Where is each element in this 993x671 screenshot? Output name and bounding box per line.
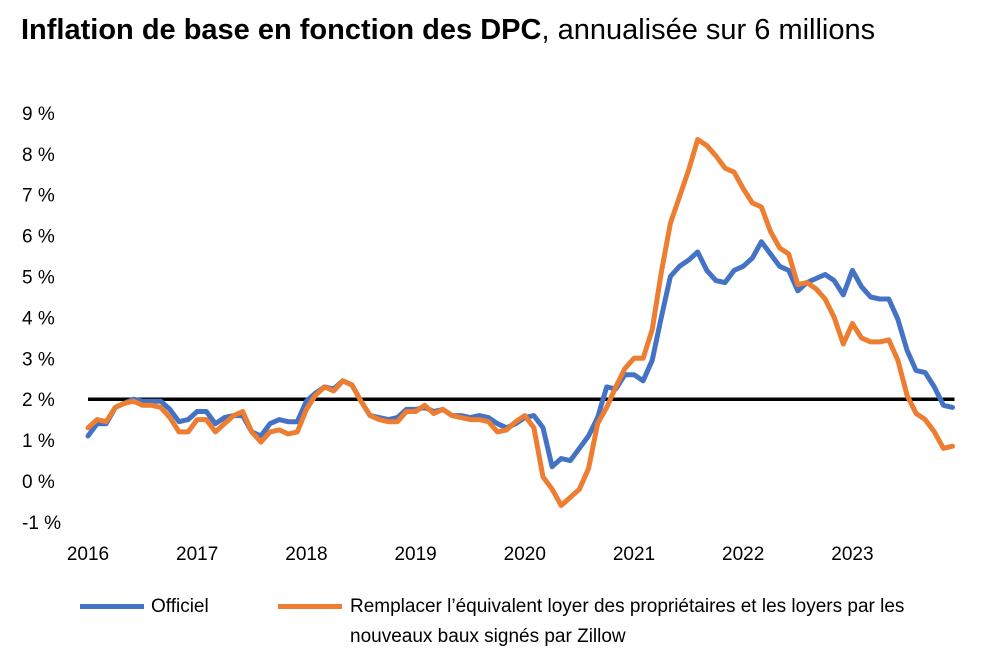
y-tick-label: 1 % xyxy=(22,431,55,452)
legend-swatch-officiel xyxy=(80,604,144,609)
chart-title-rest: , annualisée sur 6 millions xyxy=(541,14,876,46)
x-tick-label: 2016 xyxy=(67,544,109,565)
chart-title-bold: Inflation de base en fonction des DPC xyxy=(21,14,542,46)
y-tick-label: 5 % xyxy=(22,268,55,289)
series-line-zillow xyxy=(85,137,955,508)
y-tick-label: 0 % xyxy=(22,472,55,493)
legend-label-zillow: Remplacer l’équivalent loyer des proprié… xyxy=(350,596,905,647)
x-tick-label: 2020 xyxy=(504,544,546,565)
y-tick-label: -1 % xyxy=(22,513,61,534)
x-tick-label: 2017 xyxy=(176,544,218,565)
y-tick-label: 7 % xyxy=(22,186,55,207)
x-tick-label: 2023 xyxy=(831,544,873,565)
y-tick-label: 6 % xyxy=(22,227,55,248)
y-tick-label: 9 % xyxy=(22,104,55,125)
legend-label-officiel: Officiel xyxy=(151,596,209,617)
x-tick-label: 2022 xyxy=(722,544,764,565)
x-tick-label: 2018 xyxy=(285,544,327,565)
legend-swatch-zillow xyxy=(278,604,342,609)
y-tick-label: 8 % xyxy=(22,145,55,166)
y-tick-label: 3 % xyxy=(22,349,55,370)
y-tick-label: 2 % xyxy=(22,390,55,411)
x-tick-label: 2021 xyxy=(613,544,655,565)
chart-title: Inflation de base en fonction des DPC, a… xyxy=(21,12,921,49)
y-tick-label: 4 % xyxy=(22,308,55,329)
x-tick-label: 2019 xyxy=(394,544,436,565)
